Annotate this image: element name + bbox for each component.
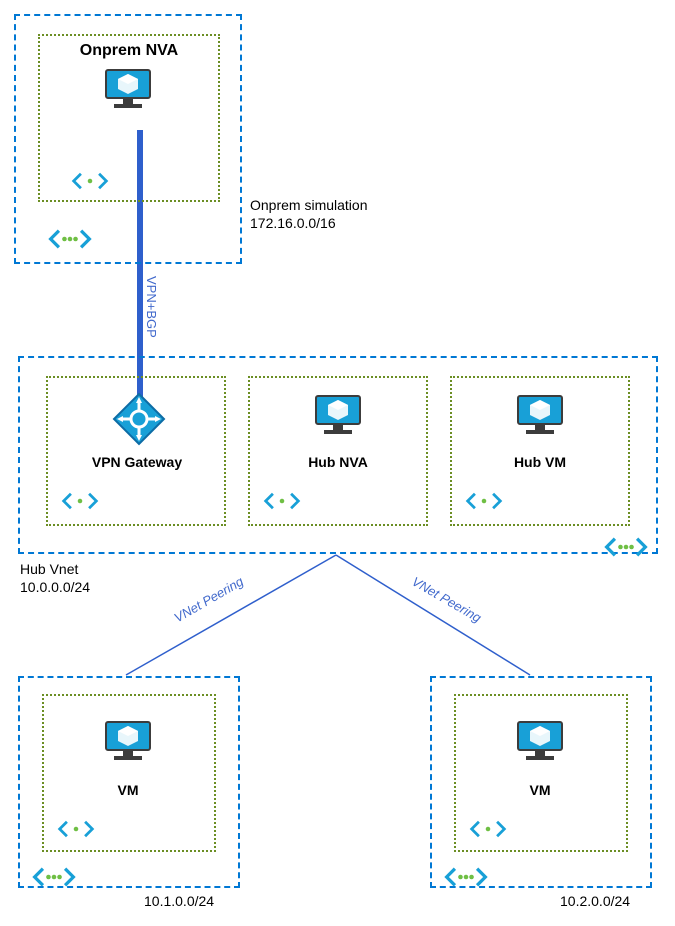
spoke2-vm-label: VM: [510, 782, 570, 798]
vnet-chevrons-icon: [30, 864, 78, 890]
vm-icon: [516, 720, 564, 762]
vpn-link-label: VPN+BGP: [144, 276, 159, 338]
hub-nva-label: Hub NVA: [288, 454, 388, 470]
vnet-chevrons-icon: [602, 534, 650, 560]
hub-caption: Hub Vnet 10.0.0.0/24: [20, 560, 90, 596]
subnet-chevrons-icon: [60, 490, 100, 512]
spoke1-vm-label: VM: [98, 782, 158, 798]
vnet-chevrons-icon: [46, 226, 94, 252]
subnet-chevrons-icon: [56, 818, 96, 840]
hub-caption-l2: 10.0.0.0/24: [20, 579, 90, 595]
onprem-caption-l2: 172.16.0.0/16: [250, 215, 336, 231]
hub-caption-l1: Hub Vnet: [20, 561, 78, 577]
subnet-chevrons-icon: [262, 490, 302, 512]
vnet-chevrons-icon: [442, 864, 490, 890]
subnet-chevrons-icon: [464, 490, 504, 512]
onprem-title: Onprem NVA: [66, 42, 192, 60]
peering-label-right: VNet Peering: [409, 574, 483, 626]
subnet-chevrons-icon: [70, 170, 110, 192]
spoke1-cidr: 10.1.0.0/24: [144, 892, 214, 910]
vpn-gateway-icon: [112, 392, 166, 446]
spoke2-cidr: 10.2.0.0/24: [560, 892, 630, 910]
peering-label-left: VNet Peering: [171, 574, 245, 626]
vm-icon: [516, 394, 564, 436]
hub-gw-label: VPN Gateway: [72, 454, 202, 470]
vm-icon: [104, 720, 152, 762]
onprem-caption: Onprem simulation 172.16.0.0/16: [250, 196, 368, 232]
subnet-chevrons-icon: [468, 818, 508, 840]
diagram-canvas: Onprem NVA Onprem simulation 172.16.0.0/…: [0, 0, 675, 926]
vm-icon: [104, 68, 152, 110]
hub-vm-label: Hub VM: [490, 454, 590, 470]
vm-icon: [314, 394, 362, 436]
onprem-caption-l1: Onprem simulation: [250, 197, 368, 213]
